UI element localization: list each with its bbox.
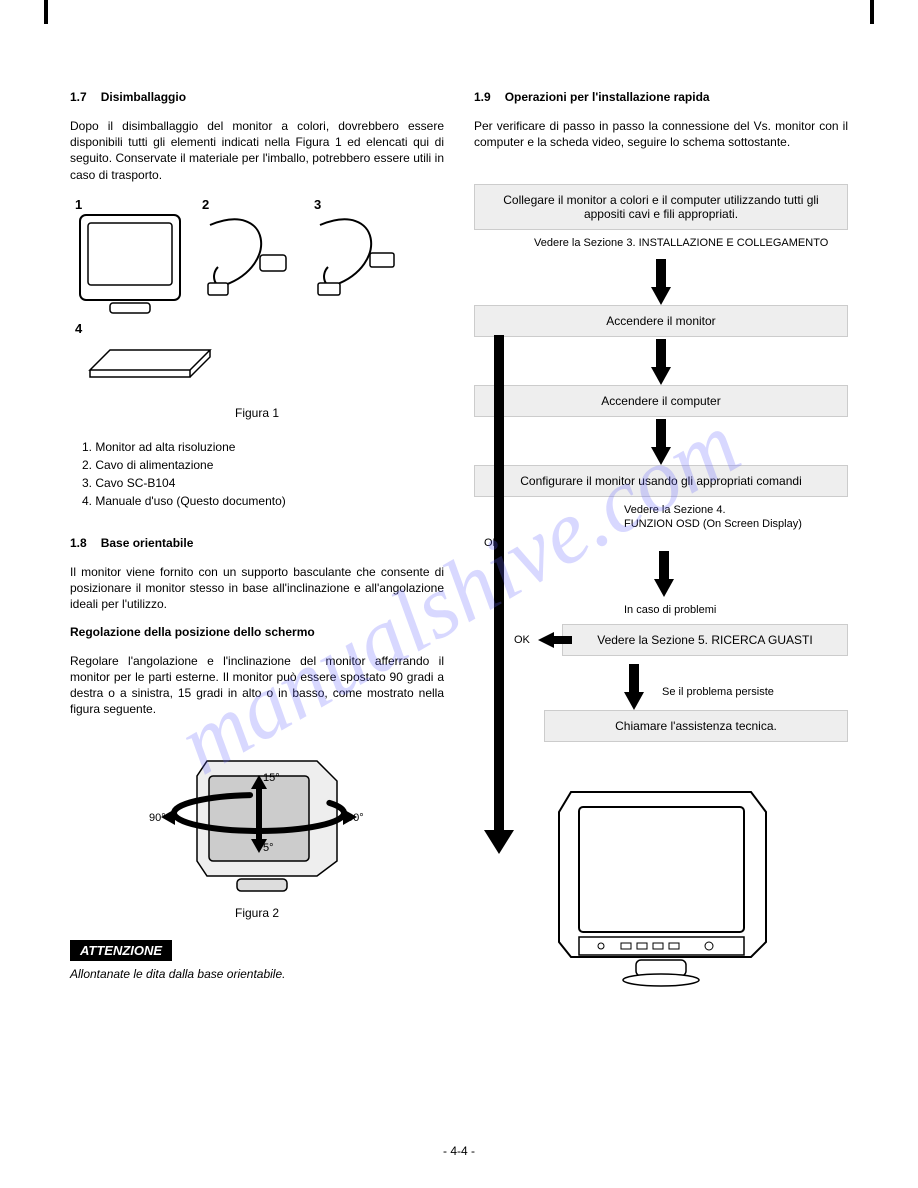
left-column: 1.7 Disimballaggio Dopo il disimballaggi…: [70, 90, 444, 995]
left-arrow-icon: [538, 632, 554, 648]
section-1-7-para: Dopo il disimballaggio del monitor a col…: [70, 118, 444, 183]
figure-2-svg: 90° 90° 15° 5°: [147, 741, 367, 901]
list-item: 3. Cavo SC-B104: [82, 476, 444, 490]
flow-arrow: [614, 662, 654, 710]
section-num: 1.8: [70, 536, 87, 550]
flow-box-3: Accendere il computer: [474, 385, 848, 417]
two-column-layout: 1.7 Disimballaggio Dopo il disimballaggi…: [70, 90, 848, 995]
list-item: 4. Manuale d'uso (Questo documento): [82, 494, 444, 508]
section-1-8-heading: 1.8 Base orientabile: [70, 536, 444, 550]
right-column: 1.9 Operazioni per l'installazione rapid…: [474, 90, 848, 995]
crop-mark: [870, 0, 874, 24]
section-1-8-para1: Il monitor viene fornito con un supporto…: [70, 564, 444, 613]
monitor-illustration: [474, 772, 848, 995]
page-number: - 4-4 -: [443, 1144, 475, 1158]
fig2-5: 5°: [263, 842, 274, 854]
attenzione-badge: ATTENZIONE: [70, 940, 172, 961]
section-title: Operazioni per l'installazione rapida: [505, 90, 710, 104]
list-item: 1. Monitor ad alta risoluzione: [82, 440, 444, 454]
section-title: Base orientabile: [101, 536, 194, 550]
ok-label-2: OK: [514, 634, 530, 646]
figure-1: 1 2 3 4: [70, 195, 444, 398]
fig1-label-3: 3: [314, 197, 321, 212]
fig1-label-2: 2: [202, 197, 209, 212]
fig2-90r: 90°: [347, 812, 364, 824]
fig2-90l: 90°: [149, 812, 166, 824]
flow-note-1: Vedere la Sezione 3. INSTALLAZIONE E COL…: [534, 236, 848, 250]
flow-box-2: Accendere il monitor: [474, 305, 848, 337]
flow-arrow: [474, 417, 848, 465]
flow-arrow: [544, 549, 848, 597]
section-1-7-heading: 1.7 Disimballaggio: [70, 90, 444, 104]
figure-2-caption: Figura 2: [70, 906, 444, 920]
section-num: 1.7: [70, 90, 87, 104]
section-1-8-para2: Regolare l'angolazione e l'inclinazione …: [70, 653, 444, 718]
flow-note-4a: Vedere la Sezione 4.: [624, 504, 726, 516]
list-item: 2. Cavo di alimentazione: [82, 458, 444, 472]
long-ok-arrow: [484, 335, 514, 855]
section-1-9-heading: 1.9 Operazioni per l'installazione rapid…: [474, 90, 848, 104]
figure-1-item-list: 1. Monitor ad alta risoluzione 2. Cavo d…: [82, 440, 444, 508]
figure-1-caption: Figura 1: [70, 406, 444, 420]
flow-note-6: Se il problema persiste: [662, 685, 774, 699]
flow-box-4: Configurare il monitor usando gli approp…: [474, 465, 848, 497]
flow-note-4b: FUNZION OSD (On Screen Display): [624, 518, 802, 530]
flow-note-4: Vedere la Sezione 4. FUNZION OSD (On Scr…: [624, 503, 848, 532]
flow-box-1: Collegare il monitor a colori e il compu…: [474, 184, 848, 230]
flow-arrow: [474, 337, 848, 385]
section-1-8-subhead: Regolazione della posizione dello scherm…: [70, 624, 444, 640]
section-1-9-para: Per verificare di passo in passo la conn…: [474, 118, 848, 150]
fig1-label-4: 4: [75, 321, 83, 336]
figure-2: 90° 90° 15° 5° Figura 2: [70, 741, 444, 920]
fig1-label-1: 1: [75, 197, 82, 212]
section-title: Disimballaggio: [101, 90, 186, 104]
fig2-15: 15°: [263, 772, 280, 784]
monitor-svg: [541, 772, 781, 992]
flow-note-5: In caso di problemi: [624, 603, 848, 617]
section-num: 1.9: [474, 90, 491, 104]
attenzione-note: Allontanate le dita dalla base orientabi…: [70, 967, 444, 981]
figure-1-svg: 1 2 3 4: [70, 195, 430, 395]
crop-mark: [44, 0, 48, 24]
flow-box-6: Chiamare l'assistenza tecnica.: [544, 710, 848, 742]
flow-arrow: [474, 257, 848, 305]
flow-box-5: Vedere la Sezione 5. RICERCA GUASTI: [562, 624, 848, 656]
